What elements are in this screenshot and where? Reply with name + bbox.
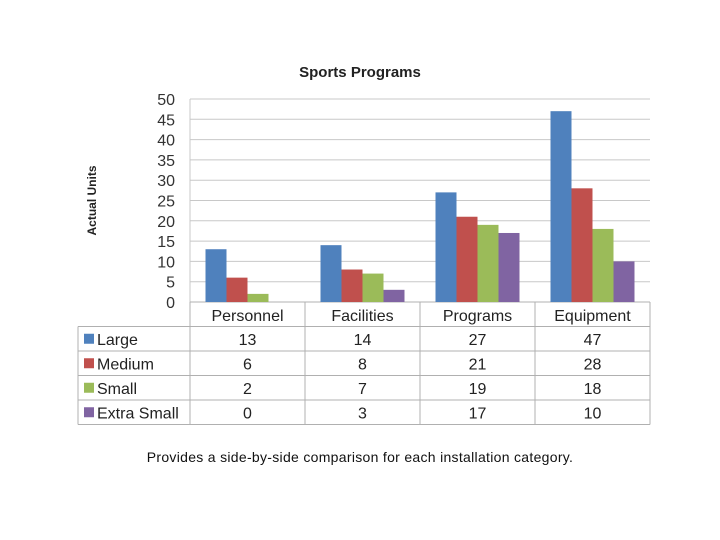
y-axis-label: Actual Units <box>85 165 99 235</box>
bar-medium-programs <box>456 216 478 302</box>
y-tick-label-5: 5 <box>166 275 175 292</box>
bar-extra-small-facilities <box>383 289 405 302</box>
table-value: 14 <box>354 332 372 349</box>
table-value: 17 <box>469 405 487 422</box>
y-tick-label-30: 30 <box>157 173 175 190</box>
table-value: 8 <box>358 356 367 373</box>
table-value: 27 <box>469 332 487 349</box>
table-value: 0 <box>243 405 252 422</box>
bars <box>205 111 635 303</box>
legend-label-small: Small <box>97 381 137 398</box>
category-label: Programs <box>443 308 512 325</box>
legend-label-large: Large <box>97 332 138 349</box>
bar-small-equipment <box>592 228 614 302</box>
chart-title: Sports Programs <box>299 64 421 81</box>
y-tick-label-20: 20 <box>157 214 175 231</box>
y-tick-label-35: 35 <box>157 153 175 170</box>
legend-swatch-large <box>84 333 94 344</box>
bar-large-programs <box>435 192 457 302</box>
legend-label-extra-small: Extra Small <box>97 405 179 422</box>
legend-swatch-extra-small <box>84 407 94 418</box>
bar-small-facilities <box>362 273 384 302</box>
legend-swatch-small <box>84 382 94 393</box>
y-tick-label-40: 40 <box>157 133 175 150</box>
table-value: 28 <box>584 356 602 373</box>
bar-medium-facilities <box>341 269 363 302</box>
table-value: 6 <box>243 356 252 373</box>
legend-swatch-medium <box>84 358 94 369</box>
category-label: Facilities <box>331 308 393 325</box>
bar-large-facilities <box>320 245 342 302</box>
bar-small-programs <box>477 224 499 302</box>
bar-small-personnel <box>247 293 269 302</box>
table-value: 10 <box>584 405 602 422</box>
category-label: Personnel <box>211 308 283 325</box>
table-value: 7 <box>358 381 367 398</box>
bar-medium-personnel <box>226 277 248 302</box>
bar-medium-equipment <box>571 188 593 302</box>
table-value: 18 <box>584 381 602 398</box>
bar-extra-small-programs <box>498 232 520 302</box>
category-label: Equipment <box>554 308 631 325</box>
gridlines <box>189 98 650 303</box>
y-tick-label-45: 45 <box>157 112 175 129</box>
table-value: 3 <box>358 405 367 422</box>
chart-caption: Provides a side-by-side comparison for e… <box>146 449 574 465</box>
y-tick-label-50: 50 <box>157 92 175 109</box>
table-value: 47 <box>584 332 602 349</box>
table-value: 13 <box>239 332 257 349</box>
table-value: 2 <box>243 381 252 398</box>
table-value: 21 <box>469 356 487 373</box>
table-value: 19 <box>469 381 487 398</box>
legend-label-medium: Medium <box>97 356 154 373</box>
y-tick-label-15: 15 <box>157 234 175 251</box>
bar-large-personnel <box>205 249 227 302</box>
bar-large-equipment <box>550 111 572 303</box>
y-tick-label-10: 10 <box>157 254 175 271</box>
bar-extra-small-equipment <box>613 261 635 302</box>
y-tick-label-25: 25 <box>157 194 175 211</box>
y-tick-label-0: 0 <box>166 295 175 312</box>
